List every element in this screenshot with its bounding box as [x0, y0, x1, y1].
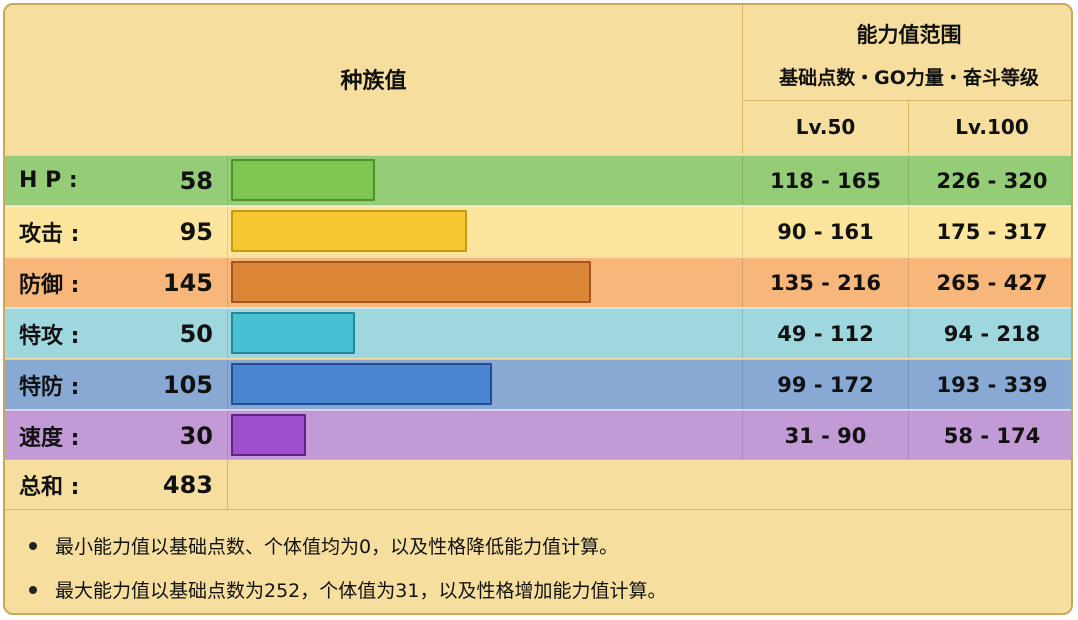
total-row: 总和 : 483 — [5, 459, 1071, 509]
stat-row: 特防 : 105 99 - 172 193 - 339 — [5, 359, 1071, 409]
note-max: 最大能力值以基础点数为252，个体值为31，以及性格增加能力值计算。 — [29, 576, 666, 603]
stat-value: 50 — [179, 319, 213, 348]
lv100-range: 226 - 320 — [908, 156, 1071, 205]
lv100-range: 193 - 339 — [908, 360, 1071, 409]
stat-label: H P : — [19, 168, 78, 193]
stat-bar — [231, 210, 467, 252]
notes: 最小能力值以基础点数、个体值均为0，以及性格降低能力值计算。 最大能力值以基础点… — [5, 509, 1071, 613]
lv50-header: Lv.50 — [742, 101, 908, 153]
lv100-range: 265 - 427 — [908, 258, 1071, 307]
lv100-range: 58 - 174 — [908, 411, 1071, 460]
lv50-range: 90 - 161 — [742, 207, 908, 256]
stat-value: 145 — [162, 268, 213, 297]
stat-row: 速度 : 30 31 - 90 58 - 174 — [5, 410, 1071, 460]
note-text: 最大能力值以基础点数为252，个体值为31，以及性格增加能力值计算。 — [55, 580, 667, 602]
note-min: 最小能力值以基础点数、个体值均为0，以及性格降低能力值计算。 — [29, 532, 618, 559]
stat-label: 速度 : — [19, 425, 80, 451]
lv50-range: 31 - 90 — [742, 411, 908, 460]
stat-bar-track — [227, 309, 742, 358]
stat-value: 95 — [179, 217, 213, 246]
stat-row: H P : 58 118 - 165 226 - 320 — [5, 155, 1071, 205]
stat-card: 种族值 能力值范围 基础点数・GO力量・奋斗等级 Lv.50 Lv.100 H … — [3, 3, 1073, 615]
lv100-range: 175 - 317 — [908, 207, 1071, 256]
total-divider — [227, 460, 228, 509]
stat-bar-track — [227, 411, 742, 460]
species-title: 种族值 — [340, 69, 407, 94]
total-label: 总和 : — [19, 474, 80, 500]
stat-label: 特防 : — [19, 374, 80, 400]
lv100-range: 94 - 218 — [908, 309, 1071, 358]
stat-bar-track — [227, 156, 742, 205]
stat-bar — [231, 312, 355, 354]
stat-value: 105 — [162, 370, 213, 399]
note-text: 最小能力值以基础点数、个体值均为0，以及性格降低能力值计算。 — [55, 536, 619, 558]
stat-bar-track — [227, 360, 742, 409]
stat-bar-track — [227, 207, 742, 256]
stat-value: 58 — [179, 166, 213, 195]
stat-row: 特攻 : 50 49 - 112 94 - 218 — [5, 308, 1071, 358]
bullet-icon — [29, 541, 37, 550]
total-value: 483 — [162, 470, 213, 499]
stat-label: 特攻 : — [19, 323, 80, 349]
stat-bar — [231, 363, 492, 405]
stat-label: 防御 : — [19, 272, 80, 298]
lv50-range: 99 - 172 — [742, 360, 908, 409]
bullet-icon — [29, 585, 37, 594]
lv100-header: Lv.100 — [908, 101, 1071, 153]
lv50-range: 118 - 165 — [742, 156, 908, 205]
stat-bar — [231, 414, 306, 456]
range-header: 能力值范围 基础点数・GO力量・奋斗等级 — [742, 5, 1071, 101]
stat-label: 攻击 : — [19, 221, 80, 247]
stat-bar — [231, 159, 375, 201]
stat-value: 30 — [179, 421, 213, 450]
stat-bar-track — [227, 258, 742, 307]
stat-bar — [231, 261, 591, 303]
stat-row: 攻击 : 95 90 - 161 175 - 317 — [5, 206, 1071, 256]
range-subtitle: 基础点数・GO力量・奋斗等级 — [779, 67, 1039, 89]
range-title: 能力值范围 — [856, 23, 962, 47]
stat-row: 防御 : 145 135 - 216 265 - 427 — [5, 257, 1071, 307]
lv50-range: 49 - 112 — [742, 309, 908, 358]
lv50-range: 135 - 216 — [742, 258, 908, 307]
